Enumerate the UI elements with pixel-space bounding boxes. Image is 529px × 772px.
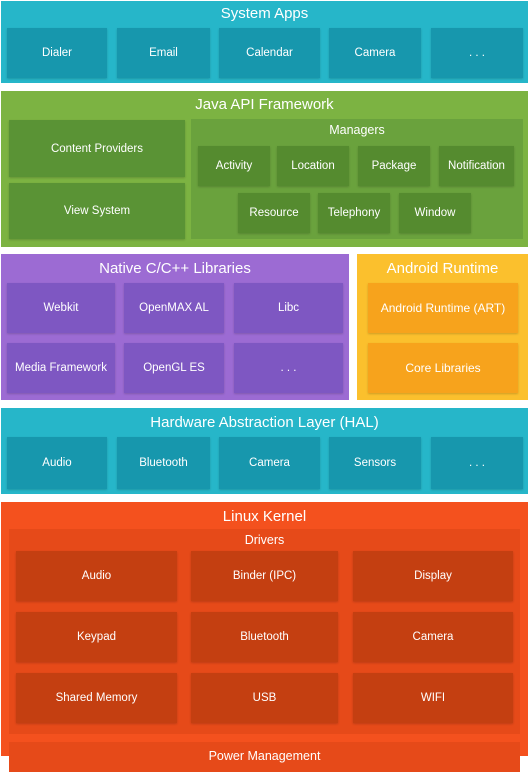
driver-shared-memory: Shared Memory <box>16 673 177 723</box>
power-management-title: Power Management <box>208 749 321 763</box>
linux-kernel-layer: Linux Kernel Drivers Audio Binder (IPC) … <box>1 502 528 772</box>
lib-more: . . . <box>234 343 343 393</box>
app-dialer: Dialer <box>7 28 107 78</box>
android-runtime-title: Android Runtime <box>386 260 499 277</box>
manager-notification: Notification <box>439 146 514 186</box>
manager-activity: Activity <box>198 146 270 186</box>
art-box: Android Runtime (ART) <box>368 283 518 333</box>
view-system-box: View System <box>9 183 185 239</box>
managers-title: Managers <box>329 123 385 137</box>
hal-layer: Hardware Abstraction Layer (HAL) Audio B… <box>1 408 528 494</box>
system-apps-layer: System Apps Dialer Email Calendar Camera… <box>1 1 528 83</box>
driver-audio: Audio <box>16 551 177 601</box>
power-management-group: Power Management <box>9 742 520 772</box>
lib-opengl-es: OpenGL ES <box>124 343 224 393</box>
native-libraries-title: Native C/C++ Libraries <box>99 260 251 277</box>
hal-bluetooth: Bluetooth <box>117 437 210 489</box>
manager-window: Window <box>399 193 471 233</box>
manager-resource: Resource <box>238 193 310 233</box>
core-libraries-box: Core Libraries <box>368 343 518 393</box>
manager-telephony: Telephony <box>318 193 390 233</box>
lib-openmax-al: OpenMAX AL <box>124 283 224 333</box>
lib-webkit: Webkit <box>7 283 115 333</box>
linux-kernel-title: Linux Kernel <box>222 508 307 525</box>
driver-wifi: WIFI <box>353 673 513 723</box>
driver-camera: Camera <box>353 612 513 662</box>
app-camera: Camera <box>329 28 421 78</box>
lib-libc: Libc <box>234 283 343 333</box>
hal-camera: Camera <box>219 437 320 489</box>
native-libraries-layer: Native C/C++ Libraries Webkit OpenMAX AL… <box>1 254 349 400</box>
driver-keypad: Keypad <box>16 612 177 662</box>
hal-more: . . . <box>431 437 523 489</box>
driver-bluetooth: Bluetooth <box>191 612 338 662</box>
hal-title: Hardware Abstraction Layer (HAL) <box>150 414 379 431</box>
driver-display: Display <box>353 551 513 601</box>
drivers-group: Drivers Audio Binder (IPC) Display Keypa… <box>9 529 520 734</box>
lib-media-framework: Media Framework <box>7 343 115 393</box>
app-calendar: Calendar <box>219 28 320 78</box>
java-api-layer: Java API Framework Content Providers Vie… <box>1 91 528 247</box>
drivers-title: Drivers <box>244 533 285 547</box>
managers-group: Managers Activity Location Package Notif… <box>191 119 523 239</box>
system-apps-title: System Apps <box>220 5 309 22</box>
app-email: Email <box>117 28 210 78</box>
manager-location: Location <box>277 146 349 186</box>
content-providers-box: Content Providers <box>9 120 185 177</box>
app-more: . . . <box>431 28 523 78</box>
hal-sensors: Sensors <box>329 437 421 489</box>
driver-usb: USB <box>191 673 338 723</box>
android-runtime-layer: Android Runtime Android Runtime (ART) Co… <box>357 254 528 400</box>
driver-binder: Binder (IPC) <box>191 551 338 601</box>
manager-package: Package <box>358 146 430 186</box>
java-api-title: Java API Framework <box>195 96 334 113</box>
hal-audio: Audio <box>7 437 107 489</box>
